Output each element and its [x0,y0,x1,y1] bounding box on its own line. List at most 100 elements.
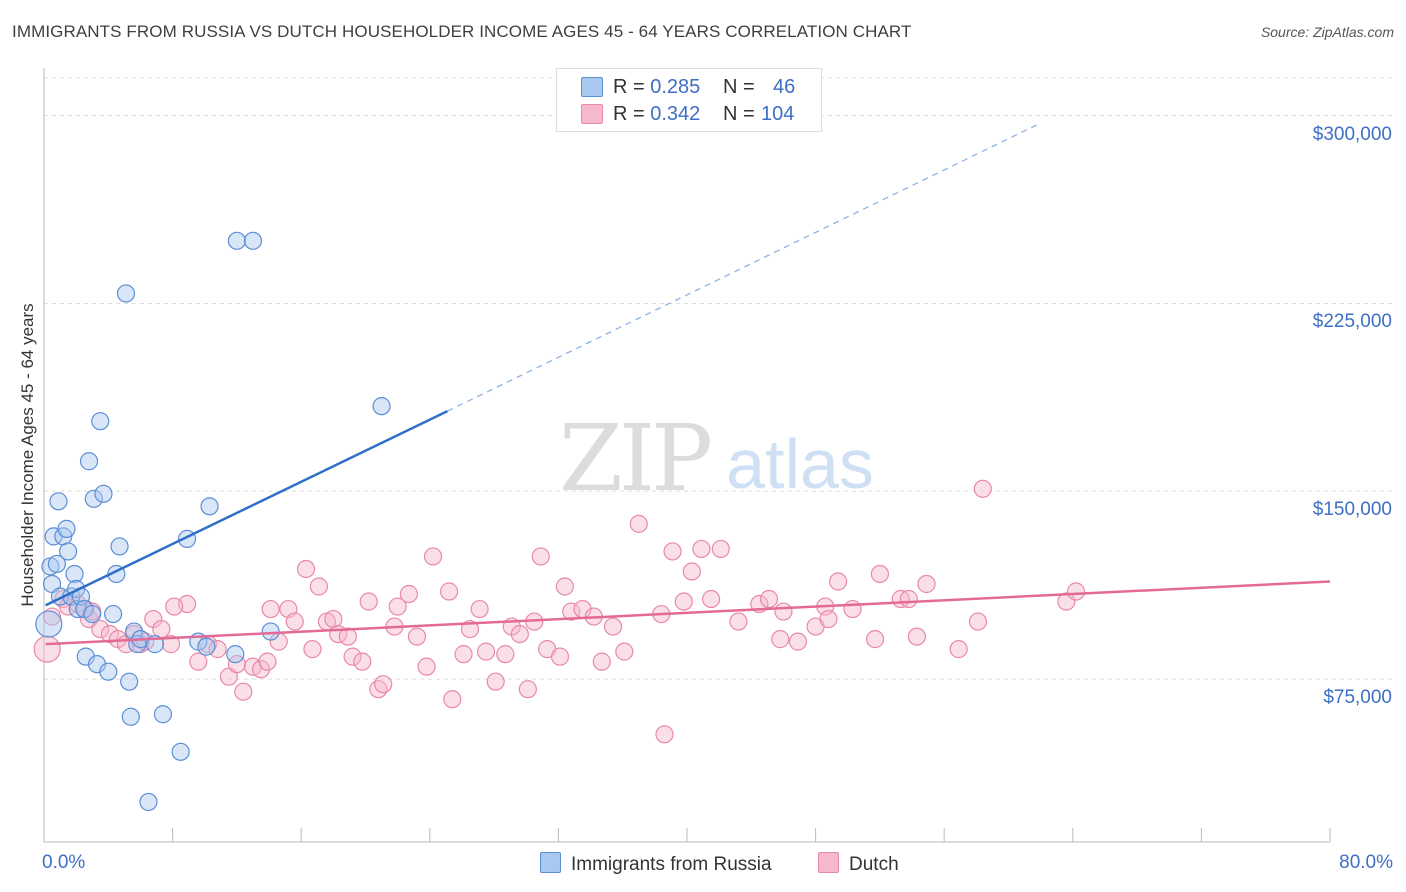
axes [43,68,1331,843]
dutch-point [285,612,304,631]
dutch-point [655,725,674,744]
y-tick-label: $75,000 [1323,687,1392,709]
dutch-point [682,562,701,581]
dutch-point [399,584,419,604]
dutch-point [42,607,62,626]
russia-point [47,554,66,574]
russia-point [91,412,110,431]
dutch-point [91,619,110,639]
dutch-point [476,642,496,661]
dutch-swatch [818,852,839,873]
n-label: N = [723,76,755,98]
dutch-point [615,642,634,661]
russia-point [171,742,190,761]
dutch-point [603,617,623,636]
dutch-point [870,564,890,584]
trend-lines [45,122,1331,646]
russia-point [243,231,263,250]
dutch-point [374,675,393,694]
dutch-point [161,635,181,654]
dutch-point [486,672,505,691]
chart-title: IMMIGRANTS FROM RUSSIA VS DUTCH HOUSEHOL… [12,22,912,41]
watermark-atlas: atlas [726,425,874,503]
russia-trend-extension [447,122,1041,412]
dutch-point [771,630,790,649]
russia-point [227,231,246,250]
russia-point [226,645,245,664]
russia-point [104,604,123,624]
dutch-point [759,589,779,609]
russia-trend-line [45,410,449,607]
correlation-legend: R = 0.285 N = 46 R = 0.342 N = 104 [556,68,822,132]
dutch-point [949,640,968,659]
russia-point [35,610,63,638]
dutch-points [33,479,1086,744]
dutch-point [296,559,316,579]
dutch-point [261,599,280,619]
dutch-point [353,652,372,671]
dutch-point [343,647,362,666]
russia-point [116,284,136,303]
russia-point [261,622,280,641]
dutch-point [819,609,838,629]
dutch-point [555,577,574,596]
russia-point [79,452,99,471]
russia-point [153,705,173,724]
dutch-point [303,640,322,659]
dutch-point [417,657,436,676]
russia-swatch [540,852,561,873]
n-value: 46 [773,76,796,98]
dutch-point [470,599,489,619]
r-label: R = 0.342 [613,103,701,125]
dutch-point [531,547,550,566]
russia-point [121,707,140,726]
dutch-point [423,547,443,566]
dutch-point [443,690,462,709]
dutch-point [33,635,61,663]
russia-point [94,484,113,503]
dutch-point [907,627,926,646]
x-tick-label-max: 80.0% [1339,852,1393,873]
russia-swatch [581,77,603,97]
dutch-point [510,624,529,644]
y-tick-label: $150,000 [1312,499,1392,521]
russia-point [59,542,78,561]
dutch-point [550,647,570,666]
dutch-point [968,612,988,631]
dutch-swatch [581,104,603,124]
dutch-point [788,632,808,651]
y-tick-label: $300,000 [1312,123,1392,145]
dutch-point [251,660,271,679]
dutch-trend-line [45,580,1331,646]
r-value: 0.342 [650,103,701,125]
dutch-point [1066,582,1086,601]
dutch-point [562,602,581,621]
bottom-legend-label: Immigrants from Russia [571,854,772,875]
russia-points [35,231,391,812]
dutch-point [865,630,885,649]
dutch-point [843,599,862,619]
dutch-point [1057,592,1076,611]
bottom-legend-russia: Immigrants from Russia [540,852,772,876]
dutch-point [729,612,748,631]
dutch-point [692,539,711,559]
dutch-point [663,542,682,561]
russia-point [110,537,129,556]
bottom-legend-label: Dutch [849,854,899,875]
n-label: N = [723,103,755,125]
dutch-point [592,652,611,671]
dutch-point [439,582,459,601]
russia-point [372,397,391,416]
y-tick-label: $225,000 [1312,311,1392,333]
x-tick-label-min: 0.0% [42,852,86,873]
dutch-point [629,514,648,533]
russia-point [57,519,76,538]
dutch-point [369,680,388,699]
dutch-point [711,539,730,559]
source-label: Source: ZipAtlas.com [1260,24,1394,40]
russia-point [84,489,103,508]
dutch-point [454,645,473,664]
dutch-point [917,574,936,594]
dutch-point [234,682,253,701]
